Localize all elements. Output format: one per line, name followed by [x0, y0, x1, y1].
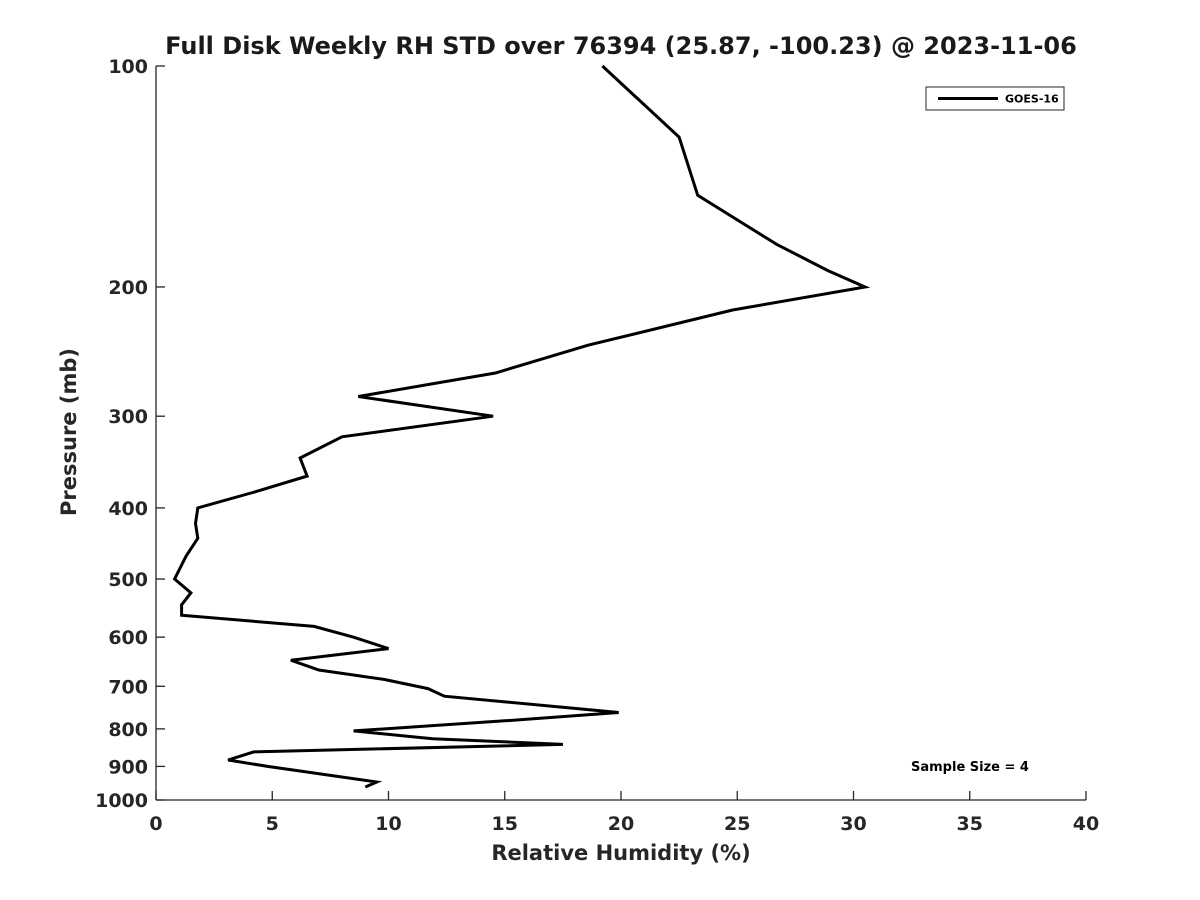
- x-tick-label: 25: [724, 813, 750, 835]
- y-ticks: 100 200 300 400 500 600 700 800 900 1000: [95, 56, 165, 812]
- x-tick-label: 10: [375, 813, 401, 835]
- y-tick-label: 600: [108, 627, 148, 649]
- x-tick-label: 35: [957, 813, 983, 835]
- legend: GOES-16: [925, 86, 1065, 111]
- y-tick-label: 700: [108, 676, 148, 698]
- x-ticks: 0 5 10 15 20 25 30 35 40: [149, 791, 1099, 835]
- y-tick-label: 1000: [95, 790, 148, 812]
- y-tick-label: 800: [108, 719, 148, 741]
- y-tick-label: 300: [108, 406, 148, 428]
- y-tick-label: 900: [108, 756, 148, 778]
- y-tick-label: 500: [108, 569, 148, 591]
- x-tick-label: 15: [492, 813, 518, 835]
- x-tick-label: 5: [266, 813, 279, 835]
- chart-title: Full Disk Weekly RH STD over 76394 (25.8…: [165, 32, 1077, 60]
- y-axis-label: Pressure (mb): [57, 348, 81, 516]
- sample-size-annotation: Sample Size = 4: [911, 760, 1029, 775]
- x-tick-label: 20: [608, 813, 634, 835]
- legend-label-goes-16: GOES-16: [1005, 93, 1059, 106]
- y-tick-label: 400: [108, 498, 148, 520]
- series-line-goes-16: [172, 64, 871, 789]
- y-tick-label: 200: [108, 277, 148, 299]
- x-axis-label: Relative Humidity (%): [491, 841, 750, 865]
- series-layer: [172, 64, 871, 789]
- x-tick-label: 0: [149, 813, 162, 835]
- y-tick-label: 100: [108, 56, 148, 78]
- x-tick-label: 30: [840, 813, 866, 835]
- x-tick-label: 40: [1073, 813, 1099, 835]
